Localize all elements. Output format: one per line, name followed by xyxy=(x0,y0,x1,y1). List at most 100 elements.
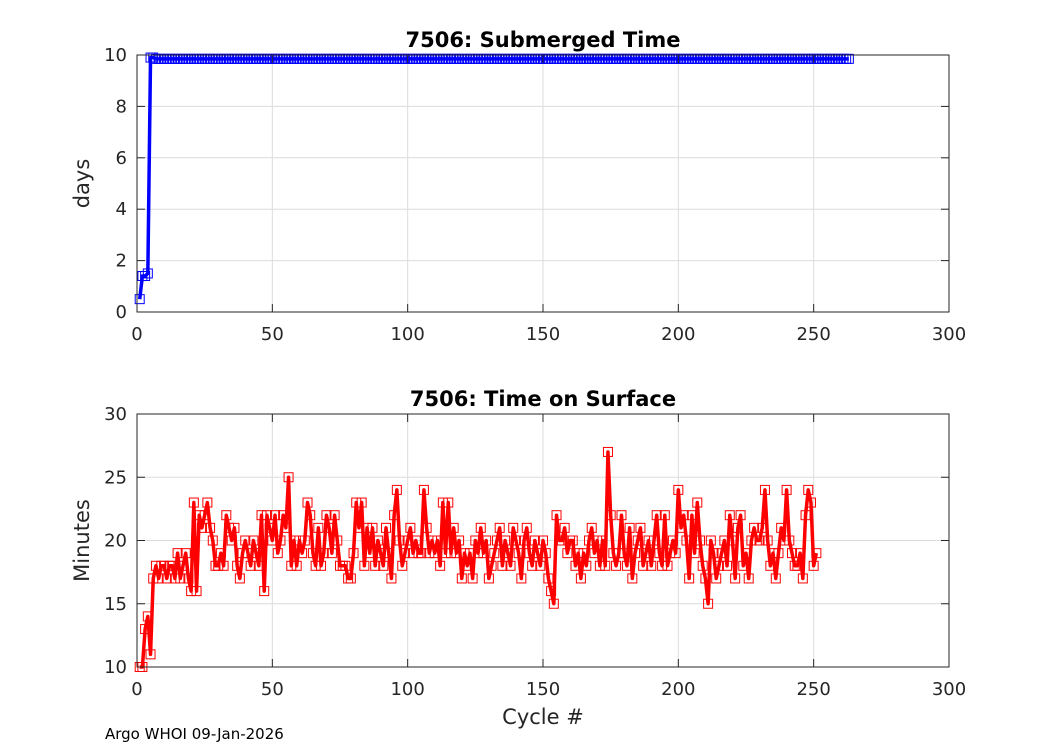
data-point xyxy=(275,535,286,546)
data-point xyxy=(700,573,711,584)
data-point xyxy=(234,573,245,584)
data-point xyxy=(732,522,743,533)
data-point xyxy=(673,484,684,495)
data-point xyxy=(529,535,540,546)
x-tick-label: 0 xyxy=(131,324,142,345)
y-tick-label: 6 xyxy=(116,148,127,169)
data-point xyxy=(538,535,548,546)
data-point xyxy=(670,548,681,559)
data-point xyxy=(716,548,727,559)
data-point xyxy=(272,548,283,559)
data-point xyxy=(215,548,226,559)
data-point xyxy=(462,560,473,571)
data-point xyxy=(570,560,581,571)
data-point xyxy=(424,548,435,559)
data-point xyxy=(524,548,535,559)
data-point xyxy=(191,586,202,597)
data-point xyxy=(245,560,256,571)
data-point xyxy=(500,535,511,546)
data-point xyxy=(435,560,446,571)
data-point xyxy=(470,535,481,546)
data-point xyxy=(808,560,819,571)
data-point xyxy=(313,522,324,533)
x-tick-label: 100 xyxy=(390,324,424,345)
data-point xyxy=(283,472,294,483)
data-point xyxy=(535,560,546,571)
data-point xyxy=(665,548,676,559)
data-point xyxy=(148,573,159,584)
data-point xyxy=(803,484,814,495)
y-tick-label: 25 xyxy=(104,467,127,488)
x-axis-label: Cycle # xyxy=(502,705,584,729)
data-point xyxy=(432,535,443,546)
data-point xyxy=(678,510,689,521)
data-point xyxy=(640,548,651,559)
data-point xyxy=(321,510,332,521)
data-point xyxy=(218,560,229,571)
data-point xyxy=(654,548,665,559)
data-point xyxy=(778,535,789,546)
data-point xyxy=(787,548,798,559)
data-point xyxy=(800,510,811,521)
data-point xyxy=(573,548,584,559)
x-tick-label: 50 xyxy=(261,679,284,700)
data-point xyxy=(697,560,708,571)
y-tick-label: 10 xyxy=(104,45,127,66)
data-point xyxy=(562,548,573,559)
data-point xyxy=(348,548,359,559)
data-point xyxy=(727,535,738,546)
data-point xyxy=(559,522,570,533)
data-point xyxy=(332,535,343,546)
data-point xyxy=(708,548,719,559)
data-point xyxy=(213,560,224,571)
data-point xyxy=(288,535,299,546)
data-point xyxy=(169,573,180,584)
data-point xyxy=(765,560,776,571)
data-point xyxy=(467,573,478,584)
data-point xyxy=(762,535,773,546)
data-point xyxy=(232,560,243,571)
data-point xyxy=(784,535,795,546)
data-point xyxy=(440,548,451,559)
data-point xyxy=(551,510,562,521)
data-point xyxy=(768,548,779,559)
data-point xyxy=(270,510,281,521)
data-point xyxy=(811,548,822,559)
data-point xyxy=(183,573,194,584)
data-point xyxy=(589,548,600,559)
data-point xyxy=(391,484,402,495)
data-point xyxy=(757,522,768,533)
data-point xyxy=(510,535,521,546)
data-point xyxy=(616,510,627,521)
data-point xyxy=(497,560,508,571)
y-tick-label: 30 xyxy=(104,404,127,425)
data-point xyxy=(326,548,337,559)
data-point xyxy=(180,548,191,559)
data-point xyxy=(381,522,392,533)
data-point xyxy=(256,510,267,521)
data-point xyxy=(375,548,386,559)
data-point xyxy=(456,573,467,584)
data-point xyxy=(389,510,400,521)
data-point xyxy=(519,535,530,546)
y-tick-label: 15 xyxy=(104,594,127,615)
data-point xyxy=(494,522,505,533)
data-point xyxy=(776,522,787,533)
data-point xyxy=(345,573,356,584)
y-axis-label: days xyxy=(70,159,94,209)
data-point xyxy=(356,497,367,508)
data-point xyxy=(454,535,465,546)
x-tick-label: 0 xyxy=(131,679,142,700)
data-point xyxy=(483,573,494,584)
data-point xyxy=(657,560,668,571)
data-point xyxy=(159,560,170,571)
data-point xyxy=(186,586,197,597)
data-point xyxy=(364,548,375,559)
data-point xyxy=(594,560,605,571)
data-point xyxy=(475,522,486,533)
data-point xyxy=(632,535,643,546)
data-point xyxy=(383,548,394,559)
data-point xyxy=(556,535,567,546)
data-point xyxy=(459,548,470,559)
data-point xyxy=(648,535,659,546)
